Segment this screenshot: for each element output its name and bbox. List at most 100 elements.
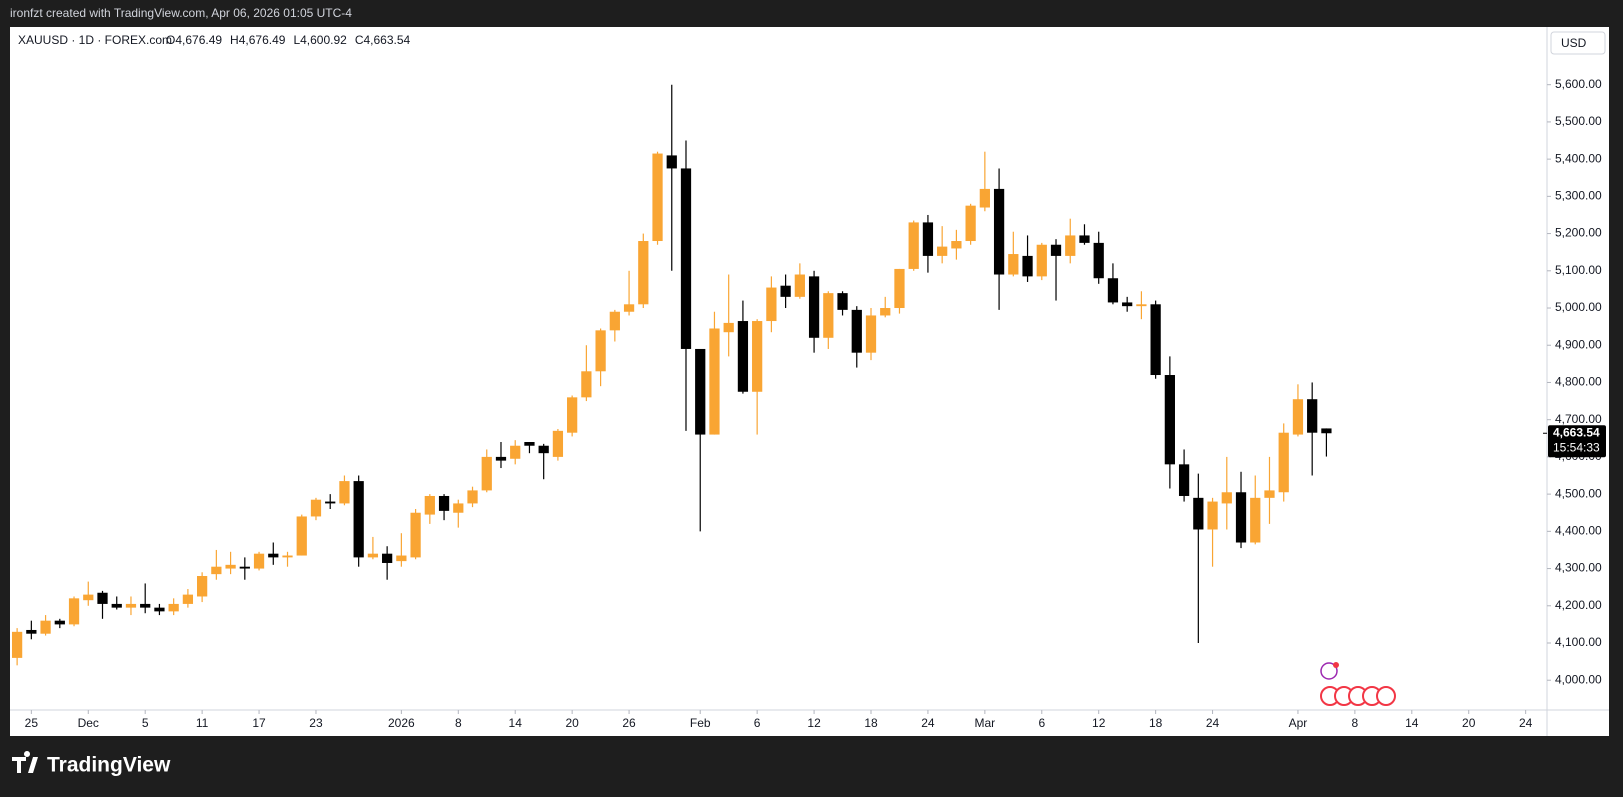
y-tick-label: 5,300.00 (1555, 189, 1602, 203)
candle-body (296, 516, 307, 556)
credit: ironfzt created with TradingView.com, Ap… (10, 6, 352, 20)
candle-body (1008, 254, 1019, 275)
candle-body (467, 490, 478, 504)
y-tick-label: 4,500.00 (1555, 486, 1602, 500)
x-tick-label: 24 (1519, 716, 1533, 730)
candle-body (353, 481, 364, 558)
candle-body (125, 603, 137, 608)
candle-body (396, 555, 407, 562)
candle-body (111, 603, 122, 608)
candle-body (1136, 304, 1147, 307)
candle-body (253, 553, 265, 569)
candle-body (894, 268, 905, 309)
event-icons (1320, 662, 1396, 706)
x-tick-label: 8 (455, 716, 462, 730)
candle-body (1292, 399, 1304, 435)
y-tick-label: 4,700.00 (1555, 412, 1602, 426)
candle-body (1122, 302, 1133, 307)
candle-body (211, 566, 222, 575)
candle-body (823, 293, 834, 338)
candle-body (83, 594, 94, 601)
candle-body (623, 304, 635, 312)
flag-icon (1376, 686, 1396, 706)
candle-body (723, 322, 734, 333)
candle-body (495, 456, 507, 461)
candle-body (239, 566, 250, 569)
candle-body (182, 594, 194, 604)
candle-body (951, 241, 962, 249)
candle-body (154, 607, 165, 612)
y-tick-label: 4,200.00 (1555, 598, 1602, 612)
candle-body (310, 499, 322, 517)
x-tick-label: 8 (1352, 716, 1359, 730)
candle-body (865, 315, 877, 353)
candle-body (168, 603, 179, 612)
candle-body (481, 456, 492, 491)
candle-body (510, 445, 521, 459)
x-tick-label: 23 (309, 716, 323, 730)
x-tick-label: 24 (921, 716, 935, 730)
candle-body (140, 603, 151, 608)
candle-body (68, 598, 80, 625)
candle-body (1065, 235, 1076, 256)
x-tick-label: 11 (196, 716, 209, 730)
candle-body (339, 481, 350, 504)
candle-body (197, 576, 208, 597)
candle-body (851, 309, 862, 353)
currency[interactable]: USD (1561, 36, 1587, 50)
candle-body (1307, 399, 1318, 433)
y-tick-label: 4,400.00 (1555, 524, 1602, 538)
candle-body (979, 188, 990, 208)
x-tick-label: 20 (1462, 716, 1476, 730)
candle-body (1107, 278, 1119, 303)
y-tick-label: 5,200.00 (1555, 226, 1602, 240)
candle-body (1036, 244, 1047, 277)
event-dot (1333, 662, 1339, 668)
x-tick-label: 14 (509, 716, 523, 730)
x-tick-label: Dec (78, 716, 99, 730)
last-price: 4,663.54 (1553, 425, 1600, 439)
ohlc-label: H4,676.49 (230, 33, 286, 47)
candle-body (666, 155, 677, 169)
x-tick-label: 12 (807, 716, 821, 730)
y-tick-label: 4,300.00 (1555, 561, 1602, 575)
candle-body (680, 168, 692, 349)
candle-body (1193, 497, 1204, 530)
candle-body (1093, 242, 1104, 279)
event-icon (1320, 662, 1338, 680)
x-tick-label: 17 (252, 716, 266, 730)
currency-box[interactable] (1550, 31, 1606, 55)
candle-body (922, 222, 934, 256)
candle-body (695, 348, 706, 435)
candle-body (54, 620, 65, 625)
candle-body (424, 495, 435, 515)
candle-body (1321, 428, 1332, 434)
y-tick-label: 4,800.00 (1555, 375, 1602, 389)
x-tick-label: 6 (754, 716, 761, 730)
candle-body (40, 620, 51, 634)
candle-body (524, 442, 535, 446)
y-tick-label: 5,100.00 (1555, 263, 1602, 277)
candle-body (1050, 244, 1062, 256)
candle-body (1164, 375, 1175, 465)
candle-body (11, 631, 23, 658)
x-tick-label: Apr (1289, 716, 1308, 730)
candle-body (1278, 432, 1289, 493)
y-tick-label: 4,900.00 (1555, 337, 1602, 351)
candle-body (282, 555, 293, 558)
brand-logo (12, 751, 38, 773)
x-tick-label: 6 (1038, 716, 1045, 730)
candles (11, 84, 1332, 666)
candle-body (268, 553, 279, 558)
candle-body (225, 564, 236, 569)
candle-body (1264, 490, 1275, 498)
candle-body (993, 188, 1005, 275)
chart-panel (10, 27, 1609, 736)
candle-body (453, 503, 464, 513)
ohlc-label: L4,600.92 (293, 33, 347, 47)
chart-title: XAUUSD · 1D · FOREX.com (18, 33, 172, 47)
candle-body (1022, 255, 1033, 277)
candle-body (438, 495, 450, 511)
x-tick-label: 25 (25, 716, 39, 730)
